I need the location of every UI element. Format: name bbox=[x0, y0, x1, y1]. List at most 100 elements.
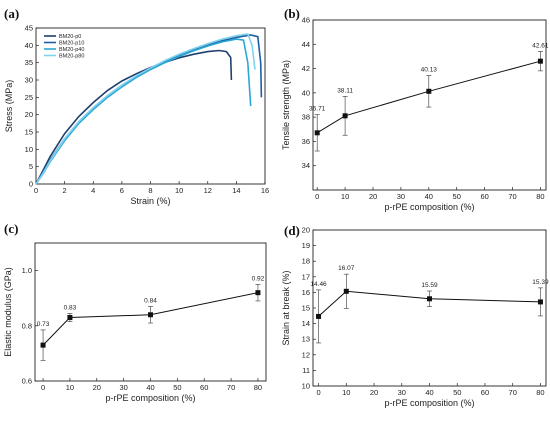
x-tick-label: 10 bbox=[66, 383, 74, 392]
y-tick-label: 16 bbox=[302, 288, 310, 297]
data-point bbox=[537, 299, 543, 305]
y-tick-label: 38 bbox=[302, 113, 310, 122]
data-point bbox=[427, 296, 432, 302]
panel-label: (c) bbox=[4, 221, 18, 236]
series-line bbox=[318, 290, 541, 317]
data-label: 36.71 bbox=[309, 106, 326, 113]
y-axis-label: Strain at break (%) bbox=[281, 270, 291, 345]
x-tick-label: 30 bbox=[398, 388, 406, 397]
data-label: 0.73 bbox=[37, 321, 50, 328]
x-tick-label: 4 bbox=[91, 186, 95, 195]
x-tick-label: 20 bbox=[93, 383, 101, 392]
y-tick-label: 10 bbox=[302, 382, 310, 391]
y-tick-label: 44 bbox=[302, 40, 310, 49]
data-label: 0.84 bbox=[144, 297, 157, 304]
x-tick-label: 12 bbox=[204, 186, 212, 195]
y-tick-label: 14 bbox=[302, 319, 310, 328]
data-point bbox=[343, 288, 349, 294]
x-tick-label: 80 bbox=[536, 192, 544, 201]
y-tick-label: 17 bbox=[302, 272, 310, 281]
x-axis-label: p-rPE composition (%) bbox=[105, 393, 195, 403]
legend-label: BM20-p40 bbox=[59, 47, 84, 53]
y-tick-label: 20 bbox=[302, 226, 310, 235]
y-tick-label: 15 bbox=[25, 128, 33, 137]
data-point bbox=[537, 58, 543, 64]
panel-a: (a) 0 2 4 6 8 10 12 14 16 0 5 10 15 20 25 30 35 40 45 Strain… bbox=[4, 6, 269, 206]
data-label: 14.46 bbox=[310, 281, 327, 288]
x-tick-label: 40 bbox=[146, 383, 154, 392]
panel-d: (d) 0 10 20 30 40 50 60 70 80 10 11 12 13 14 15 16 17 18 19… bbox=[281, 223, 549, 408]
y-tick-label: 34 bbox=[302, 161, 310, 170]
y-tick-label: 5 bbox=[29, 162, 33, 171]
data-label: 16.07 bbox=[338, 265, 355, 272]
x-tick-label: 70 bbox=[509, 388, 517, 397]
panel-label: (a) bbox=[4, 6, 19, 21]
panel-c: (c) 0 10 20 30 40 50 60 70 80 0.6 0.8 1.0 p-rPE compo… bbox=[3, 221, 267, 403]
x-tick-label: 20 bbox=[369, 192, 377, 201]
y-axis-label: Stress (MPa) bbox=[4, 80, 14, 133]
series-line-BM20-p0 bbox=[35, 49, 233, 185]
x-tick-label: 10 bbox=[175, 186, 183, 195]
x-tick-label: 70 bbox=[227, 383, 235, 392]
data-point bbox=[426, 88, 432, 94]
x-tick-label: 0 bbox=[41, 383, 45, 392]
y-tick-label: 10 bbox=[25, 145, 33, 154]
y-tick-label: 36 bbox=[302, 137, 310, 146]
legend-label: BM20-p10 bbox=[59, 41, 84, 47]
x-tick-label: 60 bbox=[481, 388, 489, 397]
x-tick-label: 8 bbox=[148, 186, 152, 195]
x-tick-label: 50 bbox=[173, 383, 181, 392]
x-tick-label: 6 bbox=[120, 186, 124, 195]
x-tick-label: 40 bbox=[425, 388, 433, 397]
panel-label: (b) bbox=[284, 6, 300, 21]
x-tick-label: 30 bbox=[397, 192, 405, 201]
x-tick-label: 30 bbox=[119, 383, 127, 392]
y-tick-label: 20 bbox=[25, 110, 33, 119]
data-point bbox=[40, 342, 46, 348]
y-tick-label: 25 bbox=[25, 93, 33, 102]
data-point bbox=[148, 312, 153, 318]
panel-label: (d) bbox=[284, 223, 300, 238]
y-tick-label: 30 bbox=[25, 76, 33, 85]
series-line-BM20-p40 bbox=[35, 38, 252, 185]
y-tick-label: 1.0 bbox=[22, 266, 32, 275]
x-tick-label: 0 bbox=[34, 186, 38, 195]
data-label: 15.39 bbox=[532, 279, 549, 286]
x-tick-label: 50 bbox=[453, 192, 461, 201]
x-tick-label: 60 bbox=[200, 383, 208, 392]
y-tick-label: 12 bbox=[302, 350, 310, 359]
y-tick-label: 0.8 bbox=[22, 321, 32, 330]
y-tick-label: 40 bbox=[25, 41, 33, 50]
x-axis-label: Strain (%) bbox=[130, 196, 170, 206]
series-line bbox=[42, 292, 259, 346]
x-tick-label: 80 bbox=[536, 388, 544, 397]
y-tick-label: 0 bbox=[29, 180, 33, 189]
y-axis-label: Tensile strength (MPa) bbox=[281, 60, 291, 150]
x-tick-label: 70 bbox=[508, 192, 516, 201]
data-point bbox=[316, 313, 322, 319]
y-tick-label: 35 bbox=[25, 58, 33, 67]
x-tick-label: 14 bbox=[232, 186, 240, 195]
plot-frame bbox=[312, 229, 547, 387]
data-label: 0.92 bbox=[252, 275, 265, 282]
x-tick-label: 10 bbox=[341, 192, 349, 201]
x-axis-label: p-rPE composition (%) bbox=[384, 202, 474, 212]
data-label: 40.13 bbox=[421, 66, 438, 73]
panel-b: (b) 0 10 20 30 40 50 60 70 80 34 36 38 40 42 44 46 p-rPE … bbox=[281, 6, 549, 212]
y-tick-label: 13 bbox=[302, 335, 310, 344]
y-tick-label: 18 bbox=[302, 257, 310, 266]
plot-frame bbox=[312, 19, 547, 191]
data-point bbox=[314, 130, 320, 136]
y-axis-label: Elastic modulus (GPa) bbox=[3, 267, 13, 357]
legend-label: BM20-p80 bbox=[59, 54, 84, 60]
data-point bbox=[67, 315, 73, 321]
y-tick-label: 19 bbox=[302, 241, 310, 250]
x-tick-label: 80 bbox=[254, 383, 262, 392]
x-tick-label: 60 bbox=[480, 192, 488, 201]
y-tick-label: 42 bbox=[302, 64, 310, 73]
x-tick-label: 10 bbox=[342, 388, 350, 397]
data-point bbox=[255, 290, 261, 296]
data-label: 42.61 bbox=[532, 42, 549, 49]
x-axis-label: p-rPE composition (%) bbox=[384, 398, 474, 408]
